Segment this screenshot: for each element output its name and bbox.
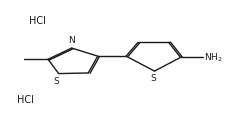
Text: HCl: HCl — [17, 95, 34, 105]
Text: S: S — [53, 77, 59, 86]
Text: HCl: HCl — [29, 16, 46, 26]
Text: NH$_2$: NH$_2$ — [204, 51, 223, 64]
Text: N: N — [68, 36, 75, 45]
Text: S: S — [150, 74, 156, 83]
